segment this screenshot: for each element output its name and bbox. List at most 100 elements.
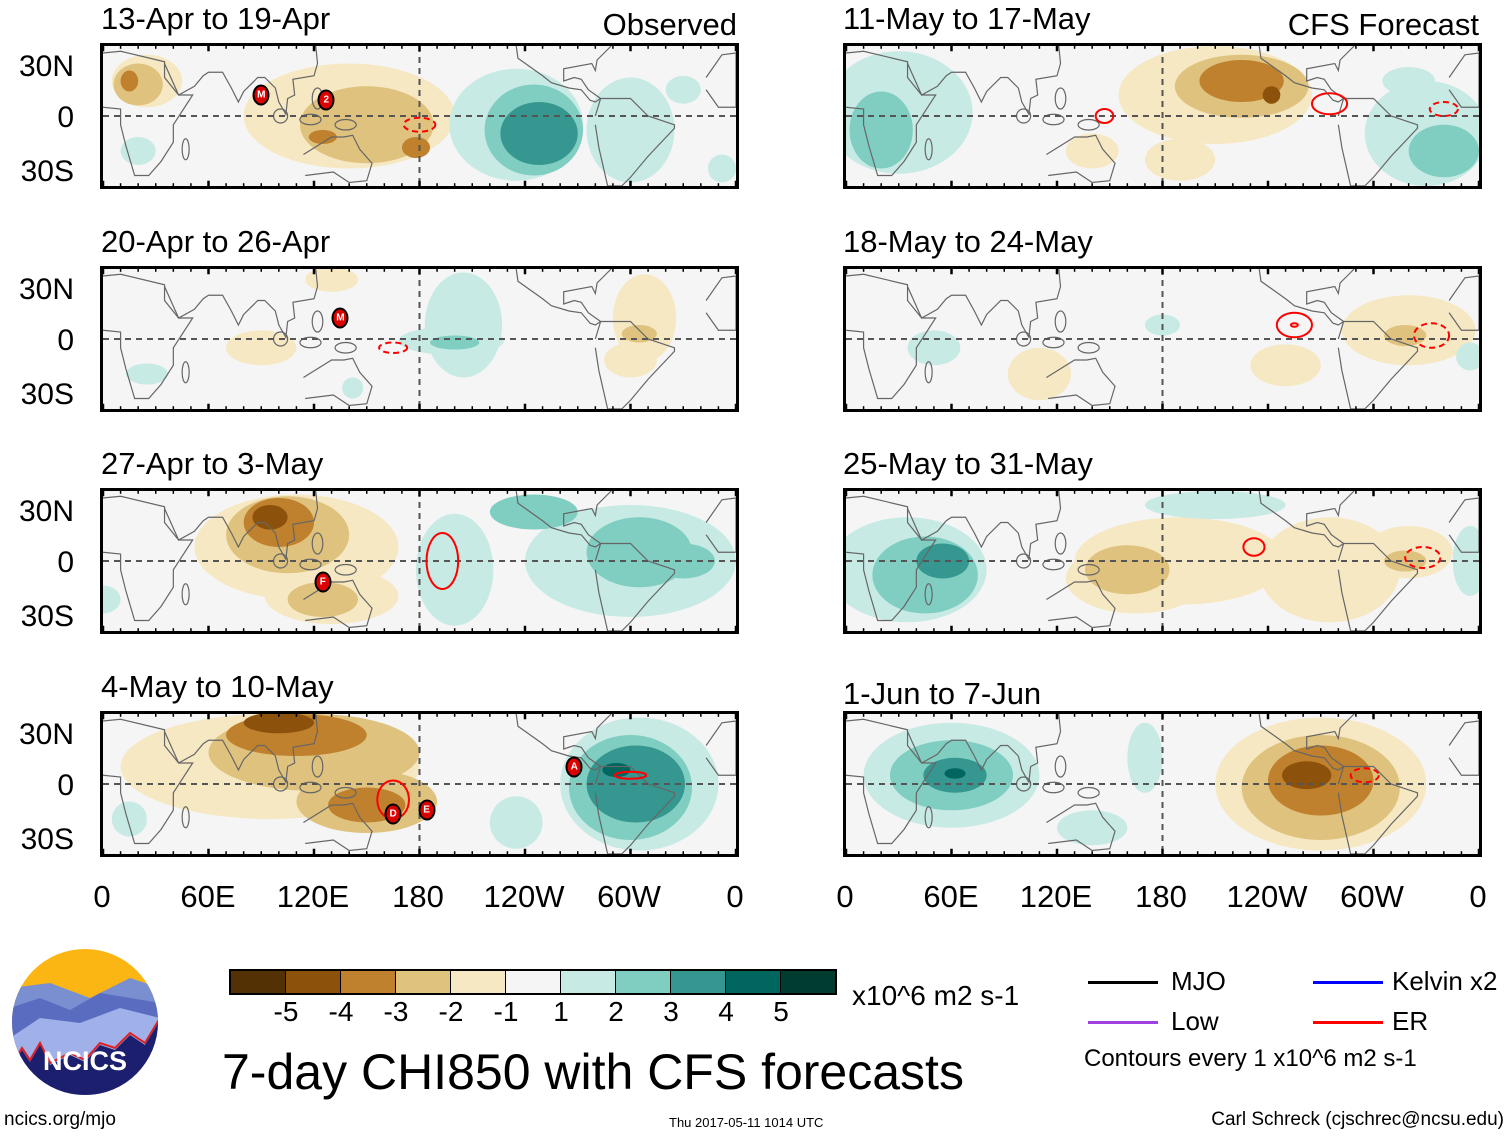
coastline — [925, 362, 932, 383]
timestamp: Thu 2017-05-11 1014 UTC — [669, 1115, 824, 1130]
anomaly-shading — [1007, 347, 1072, 401]
coastline — [1055, 533, 1066, 554]
colorbar-swatch — [506, 971, 561, 993]
legend-line-kelvin — [1313, 981, 1383, 984]
colorbar-swatch — [286, 971, 341, 993]
coastline — [312, 533, 323, 554]
coastline — [908, 46, 1061, 114]
lon-label: 120W — [1226, 879, 1308, 914]
colorbar-swatch — [396, 971, 451, 993]
colorbar-units: x10^6 m2 s-1 — [852, 980, 1020, 1011]
anomaly-shading — [430, 335, 480, 350]
legend-label-low: Low — [1171, 1006, 1219, 1036]
anomaly-shading — [1057, 810, 1128, 846]
coastline — [303, 135, 372, 182]
map-panel — [843, 711, 1482, 857]
figure-title: 7-day CHI850 with CFS forecasts — [222, 1044, 964, 1100]
colorbar-tick-label: -1 — [493, 996, 519, 1027]
legend-line-mjo — [1088, 981, 1158, 984]
site-url: ncics.org/mjo — [4, 1109, 116, 1130]
coastline — [312, 756, 323, 777]
er-contour — [379, 343, 407, 354]
coastline — [103, 496, 193, 620]
coastline — [706, 276, 736, 330]
er-contour — [615, 772, 647, 779]
coastline — [1043, 337, 1064, 348]
anomaly-shading — [604, 342, 657, 378]
coastline — [1043, 114, 1064, 125]
anomaly-shading — [146, 756, 218, 784]
coastline — [846, 51, 936, 175]
er-contour — [404, 118, 436, 132]
anomaly-shading — [243, 714, 314, 734]
ncics-logo: NCICS — [12, 949, 158, 1095]
colorbar — [229, 969, 837, 995]
colorbar-tick-label: -4 — [328, 996, 354, 1027]
coastline — [595, 99, 674, 187]
coastline — [1078, 788, 1099, 799]
anomaly-shading — [401, 137, 431, 158]
er-contour — [1351, 768, 1379, 782]
forecast-label: CFS Forecast — [1287, 7, 1479, 42]
coastline — [1259, 46, 1354, 102]
lon-label: 60W — [597, 879, 661, 914]
anomaly-shading — [665, 75, 701, 104]
coastline — [908, 269, 1061, 337]
legend-label-mjo: MJO — [1171, 966, 1226, 996]
anomaly-shading — [308, 130, 337, 144]
lon-label: 60E — [180, 879, 236, 914]
anomaly-shading — [602, 763, 631, 777]
anomaly-shading — [586, 77, 675, 183]
tropical-cyclone-icon: D — [384, 803, 402, 825]
lat-label: 30N — [18, 495, 74, 528]
colorbar-swatch — [341, 971, 396, 993]
coastline — [1338, 322, 1417, 410]
anomaly-shading — [489, 494, 578, 530]
anomaly-shading — [1199, 60, 1284, 102]
colorbar-swatch — [781, 971, 835, 993]
author: Carl Schreck (cjschrec@ncsu.edu) — [1211, 1109, 1504, 1130]
coastline — [908, 714, 1061, 782]
coastline — [312, 311, 323, 332]
lat-label: 30S — [20, 378, 74, 411]
coastline — [1046, 135, 1115, 182]
coastline — [300, 337, 321, 348]
anomaly-shading — [424, 272, 503, 378]
coastline — [846, 496, 936, 620]
coastline — [335, 120, 356, 131]
er-contour — [427, 533, 459, 589]
coastline — [516, 491, 611, 547]
coastline — [595, 544, 674, 632]
colorbar-tick-label: 2 — [608, 996, 624, 1027]
coastline — [1259, 714, 1354, 770]
er-contour — [1243, 538, 1264, 556]
tropical-cyclone-icon: F — [314, 571, 332, 593]
colorbar-tick-label: 5 — [773, 996, 789, 1027]
anomaly-shading — [500, 102, 578, 165]
coastline — [1449, 53, 1479, 107]
colorbar-swatch — [726, 971, 781, 993]
coastline — [165, 491, 318, 559]
lat-label: 30S — [20, 823, 74, 856]
anomaly-shading — [1262, 86, 1281, 104]
er-contour — [1277, 313, 1312, 338]
panel-title: 18-May to 24-May — [843, 224, 1093, 259]
coastline — [1043, 559, 1064, 570]
lon-label: 0 — [836, 879, 854, 914]
anomaly-shading — [415, 513, 494, 626]
coastline — [335, 565, 356, 576]
logo-text: NCICS — [43, 1046, 127, 1076]
contour-note: Contours every 1 x10^6 m2 s-1 — [1084, 1045, 1417, 1072]
coastline — [1449, 498, 1479, 552]
coastline — [1078, 120, 1099, 131]
coastline — [182, 139, 189, 160]
coastline — [1046, 580, 1115, 627]
colorbar-tick-label: 4 — [718, 996, 734, 1027]
lat-label: 30N — [18, 718, 74, 751]
anomaly-shading — [1065, 133, 1119, 169]
colorbar-tick-label: 1 — [553, 996, 569, 1027]
coastline — [103, 51, 193, 175]
coastline — [1259, 491, 1354, 547]
lon-label: 0 — [93, 879, 111, 914]
coastline — [1338, 99, 1417, 187]
